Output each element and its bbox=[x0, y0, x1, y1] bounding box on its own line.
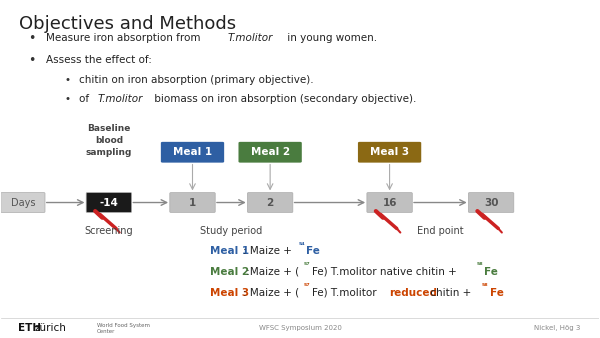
Text: Meal 3: Meal 3 bbox=[370, 147, 409, 157]
Text: chitin on iron absorption (primary objective).: chitin on iron absorption (primary objec… bbox=[79, 75, 314, 85]
FancyBboxPatch shape bbox=[1, 193, 45, 212]
Text: WFSC Symposium 2020: WFSC Symposium 2020 bbox=[259, 325, 341, 331]
FancyBboxPatch shape bbox=[247, 193, 293, 212]
Text: •: • bbox=[64, 94, 70, 104]
FancyBboxPatch shape bbox=[469, 193, 514, 212]
Text: Study period: Study period bbox=[200, 226, 262, 236]
Text: Fe: Fe bbox=[306, 246, 320, 256]
Text: Days: Days bbox=[11, 197, 35, 208]
Text: Meal 1: Meal 1 bbox=[173, 147, 212, 157]
Text: ⁵⁴: ⁵⁴ bbox=[298, 241, 305, 249]
Text: End point: End point bbox=[417, 226, 464, 236]
Text: : Maize +: : Maize + bbox=[244, 246, 296, 256]
Text: : Maize + (: : Maize + ( bbox=[244, 288, 299, 298]
Text: Fe: Fe bbox=[490, 288, 504, 298]
Text: •: • bbox=[28, 32, 35, 45]
Text: of: of bbox=[79, 94, 92, 104]
Text: biomass on iron absorption (secondary objective).: biomass on iron absorption (secondary ob… bbox=[151, 94, 416, 104]
FancyBboxPatch shape bbox=[170, 193, 215, 212]
Text: reduced: reduced bbox=[389, 288, 437, 298]
FancyBboxPatch shape bbox=[367, 193, 412, 212]
Text: -14: -14 bbox=[100, 197, 118, 208]
FancyBboxPatch shape bbox=[238, 142, 302, 163]
Text: T.molitor: T.molitor bbox=[228, 33, 274, 43]
Text: Meal 2: Meal 2 bbox=[211, 267, 250, 277]
Text: ⁵⁸: ⁵⁸ bbox=[482, 282, 488, 291]
Text: 16: 16 bbox=[382, 197, 397, 208]
FancyBboxPatch shape bbox=[161, 142, 224, 163]
Text: Measure iron absorption from: Measure iron absorption from bbox=[46, 33, 204, 43]
Text: Screening: Screening bbox=[85, 226, 133, 236]
Text: blood: blood bbox=[95, 136, 123, 145]
Text: Meal 3: Meal 3 bbox=[211, 288, 250, 298]
Text: Nickel, Hög 3: Nickel, Hög 3 bbox=[535, 325, 581, 331]
Text: Fe: Fe bbox=[484, 267, 499, 277]
Text: ⁵⁸: ⁵⁸ bbox=[476, 261, 483, 270]
Text: Fe) T.molitor: Fe) T.molitor bbox=[312, 288, 380, 298]
Text: Meal 1: Meal 1 bbox=[211, 246, 250, 256]
FancyBboxPatch shape bbox=[86, 193, 131, 212]
FancyBboxPatch shape bbox=[358, 142, 421, 163]
Text: chitin +: chitin + bbox=[427, 288, 475, 298]
Text: in young women.: in young women. bbox=[284, 33, 377, 43]
Text: 2: 2 bbox=[266, 197, 274, 208]
Text: zürich: zürich bbox=[35, 323, 67, 333]
Text: ⁵⁷: ⁵⁷ bbox=[304, 261, 311, 270]
Text: :Maize + (: :Maize + ( bbox=[244, 267, 299, 277]
Text: World Food System
Center: World Food System Center bbox=[97, 323, 150, 334]
Text: Assess the effect of:: Assess the effect of: bbox=[46, 55, 152, 65]
Text: ⁵⁷: ⁵⁷ bbox=[304, 282, 311, 291]
Text: Baseline: Baseline bbox=[87, 124, 131, 133]
Text: Fe) T.molitor native chitin +: Fe) T.molitor native chitin + bbox=[312, 267, 460, 277]
Text: Objectives and Methods: Objectives and Methods bbox=[19, 15, 236, 33]
Text: Meal 2: Meal 2 bbox=[251, 147, 290, 157]
Text: 30: 30 bbox=[484, 197, 499, 208]
Text: 1: 1 bbox=[189, 197, 196, 208]
Text: •: • bbox=[28, 53, 35, 67]
Text: sampling: sampling bbox=[86, 148, 132, 157]
Text: T.molitor: T.molitor bbox=[98, 94, 143, 104]
Text: •: • bbox=[64, 75, 70, 85]
Text: ETH: ETH bbox=[18, 323, 41, 333]
